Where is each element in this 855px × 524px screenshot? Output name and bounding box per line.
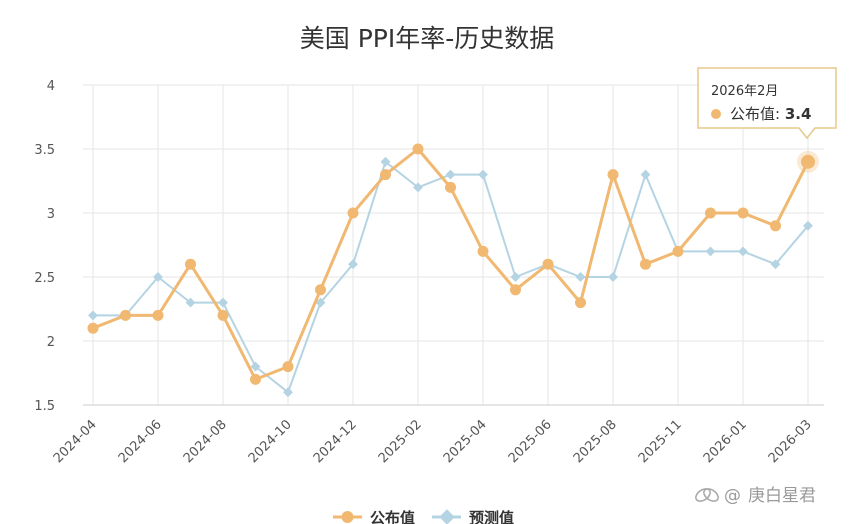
series-group [87,143,819,398]
tooltip-box [697,67,837,140]
data-point[interactable] [315,284,326,296]
x-axis-ticks: 2024-04 2024-06 2024-08 2024-10 2024-12 2025-… [51,417,815,466]
data-point[interactable] [412,143,424,155]
tooltip-date: 2026年2月 [711,84,778,99]
x-tick-label: 2024-12 [311,417,360,466]
chart-title: 美国 PPI年率-历史数据 [300,24,555,53]
data-point[interactable] [413,182,423,193]
data-point[interactable] [347,207,359,219]
legend-item-forecast[interactable]: 预测值 [432,509,514,524]
data-point[interactable] [640,169,651,180]
legend-forecast-label: 预测值 [469,509,514,524]
data-point[interactable] [250,361,261,372]
x-tick-label: 2024-04 [51,417,100,466]
data-point[interactable] [283,387,293,398]
data-point[interactable] [217,309,229,321]
x-tick-label: 2024-06 [116,417,165,466]
data-point-highlighted[interactable] [801,154,815,169]
y-tick-label: 2.5 [34,271,55,286]
series-published [87,143,819,385]
data-point[interactable] [445,181,456,193]
y-tick-label: 4 [47,79,55,94]
watermark-icon [695,488,719,502]
data-point[interactable] [120,309,131,321]
data-point[interactable] [478,169,488,180]
data-point[interactable] [607,169,619,181]
data-point[interactable] [803,220,813,231]
data-point[interactable] [510,272,521,282]
watermark-text: 庚白星君 [748,486,816,506]
grid-lines [83,84,824,406]
y-axis-ticks: 1.5 2 2.5 3 3.5 4 [34,79,55,414]
data-point[interactable] [575,272,586,282]
x-tick-label: 2025-11 [636,417,685,466]
legend-published-marker [341,511,354,523]
tooltip-text: 公布值: 3.4 [730,105,811,123]
data-point[interactable] [88,310,98,321]
tooltip: 2026年2月 公布值: 3.4 [697,67,837,140]
x-tick-label: 2025-04 [441,417,490,466]
data-point[interactable] [477,245,489,257]
tooltip-label: 公布值: [730,105,785,123]
data-point[interactable] [315,297,326,308]
x-tick-label: 2024-08 [181,417,230,466]
legend-published-label: 公布值 [370,509,415,524]
y-tick-label: 2 [47,335,55,350]
x-tick-label: 2025-06 [506,417,555,466]
legend[interactable]: 公布值 预测值 [333,509,514,524]
tooltip-value: 3.4 [785,105,812,123]
data-point[interactable] [738,246,748,257]
data-point[interactable] [250,373,261,385]
data-point[interactable] [282,361,294,373]
x-tick-label: 2026-03 [766,417,815,466]
data-point[interactable] [672,245,684,257]
watermark-at-icon: @ [724,486,741,506]
data-point[interactable] [737,207,749,219]
data-point[interactable] [770,220,781,232]
y-tick-label: 3.5 [34,143,55,158]
y-tick-label: 3 [47,207,55,222]
y-tick-label: 1.5 [34,399,55,414]
legend-forecast-marker [439,509,455,524]
data-point[interactable] [575,297,586,309]
tooltip-marker [711,109,721,119]
data-point[interactable] [87,322,99,334]
data-point[interactable] [705,246,716,257]
data-point[interactable] [445,169,456,180]
data-point[interactable] [218,297,228,308]
x-tick-label: 2025-02 [376,417,425,466]
x-tick-label: 2026-01 [701,417,750,466]
legend-item-published[interactable]: 公布值 [333,509,415,524]
x-tick-label: 2025-08 [571,417,620,466]
data-point[interactable] [348,259,358,270]
x-tick-label: 2024-10 [246,417,295,466]
data-point[interactable] [380,156,391,167]
data-point[interactable] [185,297,196,308]
data-point[interactable] [153,272,163,282]
data-point[interactable] [640,258,651,270]
data-point[interactable] [608,272,618,282]
data-point[interactable] [152,309,164,321]
data-point[interactable] [705,207,716,219]
data-point[interactable] [770,259,781,270]
data-point[interactable] [185,258,196,270]
data-point[interactable] [510,284,521,296]
data-point[interactable] [542,258,554,270]
watermark: @ 庚白星君 [695,486,816,506]
data-point[interactable] [380,169,391,181]
